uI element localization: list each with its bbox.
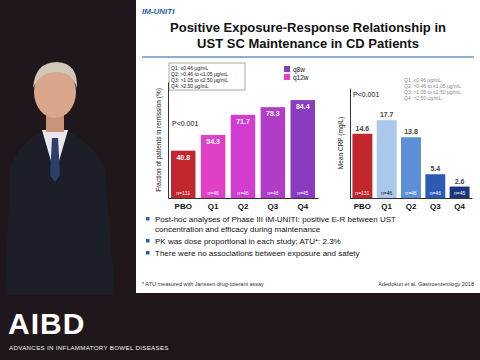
x-tick-label: Q3 [430, 202, 441, 211]
y-axis-line [350, 89, 351, 199]
x-tick-label: Q1 [208, 202, 219, 211]
plot-area [352, 120, 469, 198]
slide-title: Positive Exposure-Response Relationship … [170, 20, 446, 35]
bar [450, 187, 470, 198]
x-tick: Q1 [381, 202, 392, 211]
data-label: 84.4 [296, 103, 310, 110]
n-label: n=46 [267, 190, 278, 196]
legend-swatch [284, 66, 290, 72]
y-axis-line [168, 83, 169, 199]
bullet-marker [146, 251, 150, 255]
x-tick: Q2 [406, 202, 417, 211]
y-axis-title: Fraction of patients in remission (%) [155, 88, 163, 192]
x-tick: PBO [354, 202, 371, 211]
x-tick: Q4 [454, 202, 465, 211]
n-label: n=46 [405, 190, 416, 196]
x-axis: PBO Q1 Q2 Q3 Q4 [351, 199, 473, 211]
x-tick: Q4 [297, 202, 308, 211]
n-label: n=46 [430, 190, 441, 196]
x-tick-label: Q4 [454, 202, 465, 211]
quartile-key-entry: Q4: >2.50 µg/mL [171, 83, 209, 89]
slide-tag: IM-UNITI [142, 7, 175, 16]
slide-background [136, 0, 480, 293]
bullet-text: There were no associations between expos… [155, 249, 360, 258]
bar [401, 137, 421, 198]
legend-label: q12w [293, 74, 309, 82]
x-tick: Q3 [268, 202, 279, 211]
x-tick-label: PBO [354, 202, 371, 211]
x-tick: PBO [175, 202, 192, 211]
plot-area [171, 100, 315, 198]
bar [377, 120, 397, 198]
x-tick-label: Q1 [381, 202, 392, 211]
title-rule [142, 57, 474, 58]
bullet-marker [146, 239, 150, 243]
x-axis-line [169, 198, 319, 199]
x-axis-line [351, 198, 473, 199]
n-label: n=45 [297, 190, 308, 196]
x-tick-label: Q3 [268, 202, 279, 211]
data-label: 14.6 [356, 125, 370, 132]
bar [291, 100, 316, 198]
speaker [5, 62, 115, 295]
chart: PBO Q1 Q2 Q3 Q4 Fraction of patients in remis… [155, 63, 319, 211]
quartile-key: Q1: ≤0.46 µg/mLQ2: >0.46 to ≤1.05 µg/mLQ… [169, 63, 245, 90]
footnote: * ATU measured with Janssen drug-toleran… [142, 281, 264, 287]
x-tick: Q2 [238, 202, 249, 211]
data-label: 78.3 [266, 110, 280, 117]
bar [261, 107, 286, 198]
bar [231, 115, 256, 198]
data-label: 17.7 [380, 111, 394, 118]
bullet-marker [146, 217, 150, 221]
y-axis [350, 89, 351, 199]
bullet-text: Post-hoc analyses of Phase III IM-UNITI:… [155, 215, 396, 224]
chart: PBO Q1 Q2 Q3 Q4 Mean CRP (mg/L) 14.6 17.7 13.8 5.… [337, 77, 473, 211]
n-label: n=46 [207, 190, 218, 196]
y-axis-title: Mean CRP (mg/L) [337, 117, 345, 169]
legend-label: q8w [293, 66, 305, 74]
slide-view: IM-UNITI Positive Exposure-Response Relat… [0, 0, 480, 360]
bar [425, 174, 445, 198]
annotation: P<0.001 [353, 91, 379, 98]
x-tick-label: PBO [175, 202, 192, 211]
data-label: 5.4 [430, 165, 440, 172]
quartile-key-entry: Q4: >2.50 µg/mL [404, 95, 442, 101]
x-tick-label: Q4 [297, 202, 308, 211]
x-axis: PBO Q1 Q2 Q3 Q4 [169, 199, 319, 211]
x-tick: Q3 [430, 202, 441, 211]
data-label: 40.8 [176, 154, 190, 161]
logo-subtitle: ADVANCES IN INFLAMMATORY BOWEL DISEASES [9, 344, 169, 351]
n-label: n=131 [176, 190, 190, 196]
citation: Adedokun et al. Gastroenterology 2018 [378, 281, 474, 287]
legend: q8wq12w [284, 66, 309, 82]
data-label: 71.7 [236, 118, 250, 125]
n-label: n=46 [381, 190, 392, 196]
data-label: 54.3 [206, 138, 220, 145]
legend-swatch [284, 74, 290, 80]
x-tick: Q1 [208, 202, 219, 211]
annotation: P<0.001 [172, 120, 198, 127]
logo: AIBD [8, 307, 85, 340]
quartile-key: Q1: ≤0.46 µg/mLQ2: >0.46 to ≤1.05 µg/mLQ… [404, 77, 461, 101]
n-label: n=45 [454, 190, 465, 196]
bar [352, 134, 372, 198]
x-tick-label: Q2 [406, 202, 417, 211]
data-label: 2.6 [455, 178, 465, 185]
stage [0, 0, 480, 360]
bullet-text: PK was dose proportional in each study; … [155, 237, 341, 246]
data-label: 13.8 [404, 128, 418, 135]
n-label: n=46 [237, 190, 248, 196]
bullet-text: concentration and efficacy during mainte… [155, 225, 321, 234]
n-label: n=131 [355, 190, 369, 196]
bar [201, 135, 226, 198]
slide-title: UST SC Maintenance in CD Patients [197, 36, 419, 51]
y-axis [168, 83, 169, 199]
bar [171, 151, 196, 198]
x-tick-label: Q2 [238, 202, 249, 211]
